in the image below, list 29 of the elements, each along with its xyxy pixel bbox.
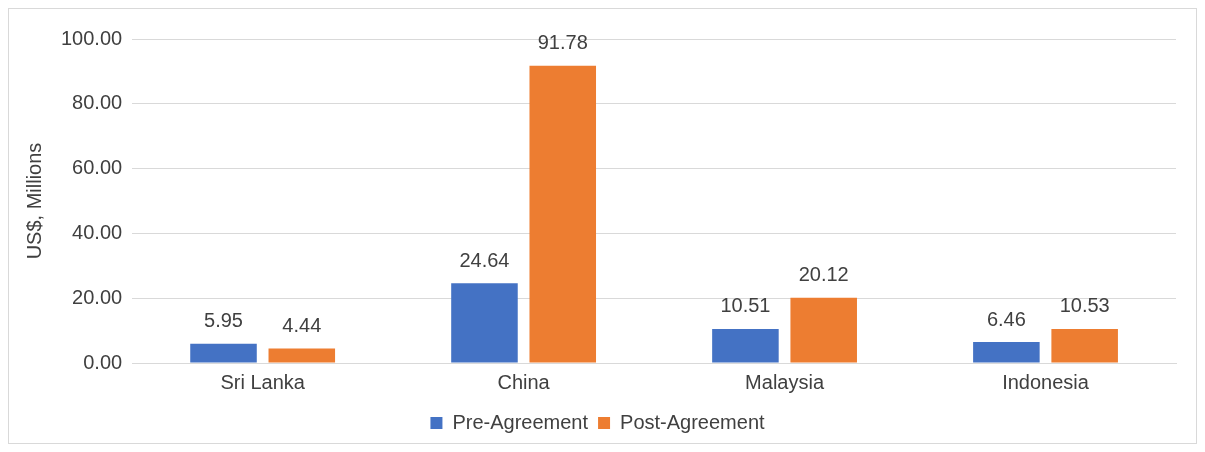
data-label: 10.51: [720, 294, 771, 317]
y-tick-label: 0.00: [83, 350, 123, 373]
data-label: 10.53: [1059, 294, 1110, 317]
y-tick-label: 40.00: [72, 220, 123, 243]
y-tick-label: 80.00: [72, 91, 123, 114]
bar: [973, 342, 1040, 363]
x-tick-label: China: [497, 370, 551, 393]
legend-label: Post-Agreement: [620, 410, 766, 433]
legend-label: Pre-Agreement: [452, 410, 589, 433]
x-tick-label: Sri Lanka: [220, 370, 306, 393]
data-label: 5.95: [204, 309, 243, 332]
data-label: 4.44: [282, 314, 322, 337]
data-label: 6.46: [986, 307, 1026, 330]
data-label: 20.12: [798, 263, 849, 286]
bar: [190, 343, 257, 363]
bar: [529, 65, 597, 363]
x-tick-label: Malaysia: [745, 370, 825, 393]
y-axis-title: US$, Millions: [22, 142, 45, 260]
bar: [268, 348, 336, 363]
y-tick-label: 60.00: [72, 156, 123, 179]
x-tick-label: Indonesia: [1002, 370, 1090, 393]
data-label: 91.78: [537, 31, 588, 54]
data-label: 24.64: [459, 248, 510, 271]
bar: [451, 283, 518, 363]
y-tick-label: 20.00: [72, 285, 123, 308]
bar: [1051, 328, 1118, 363]
bar: [790, 297, 857, 363]
bar: [712, 328, 779, 363]
y-tick-label: 100.00: [61, 26, 123, 49]
